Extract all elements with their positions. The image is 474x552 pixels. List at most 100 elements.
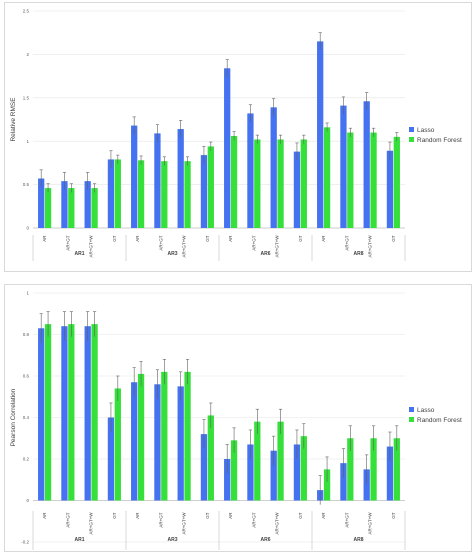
random-forest-bar: [68, 188, 75, 228]
lasso-bar: [247, 444, 254, 501]
legend-swatch: [409, 137, 414, 142]
category-label: AR: [135, 235, 140, 242]
lasso-bar: [224, 459, 231, 501]
y-tick-label: 1: [26, 139, 29, 144]
y-tick-label: 1.5: [23, 95, 30, 100]
lasso-bar: [131, 382, 138, 501]
random-forest-bar: [161, 371, 168, 501]
lasso-bar: [224, 68, 231, 229]
group-label: AR3: [167, 537, 177, 543]
group-label: AR1: [74, 251, 84, 257]
category-label: GT: [298, 512, 303, 519]
category-label: GT: [298, 235, 303, 242]
random-forest-bar: [277, 139, 284, 228]
category-label: GT: [391, 512, 396, 519]
lasso-bar: [200, 434, 208, 501]
random-forest-bar: [300, 139, 307, 228]
category-label: AR: [321, 235, 326, 242]
group-label: AR6: [260, 537, 270, 543]
category-label: AR: [135, 512, 140, 519]
category-label: GT: [112, 235, 117, 242]
lasso-bar: [154, 384, 161, 501]
category-label: AR+GT+W: [368, 512, 373, 535]
category-label: AR+GT+W: [89, 512, 94, 535]
random-forest-bar: [68, 324, 75, 501]
correlation-chart: -0.2 0 0.2 0.4 0.6 0.8 1 Pearson Correlation AR A…: [10, 291, 462, 550]
category-label: AR: [42, 235, 47, 242]
category-label: AR+GT: [251, 512, 256, 527]
random-forest-bar: [184, 371, 191, 501]
rmse-chart: 0 0.5 1 1.5 2 2.5 Relative RMSE AR AR+GT AR+GT+W G…: [10, 9, 462, 261]
category-label: AR+GT: [158, 512, 163, 527]
category-label: GT: [205, 235, 210, 242]
lasso-bar: [61, 181, 68, 228]
lasso-bar: [363, 469, 370, 501]
lasso-bar: [270, 450, 277, 501]
y-tick-label: 0.4: [23, 415, 30, 420]
category-label: AR: [228, 512, 233, 519]
lasso-bar: [247, 113, 254, 228]
y-tick-label: 0.5: [23, 182, 30, 187]
category-label: GT: [391, 235, 396, 242]
y-tick-label: 0.6: [23, 374, 30, 379]
category-label: AR+GT+W: [275, 235, 280, 258]
y-tick-label: 0.8: [23, 332, 30, 337]
legend-swatch: [409, 407, 414, 412]
lasso-bar: [200, 155, 208, 228]
category-label: AR+GT: [65, 512, 70, 527]
random-forest-bar: [230, 440, 238, 501]
category-label: AR+GT+W: [275, 512, 280, 535]
random-forest-bar: [207, 146, 214, 228]
random-forest-bar: [254, 421, 261, 501]
legend-label: Lasso: [417, 407, 435, 414]
lasso-bar: [107, 159, 115, 228]
y-axis-label: Pearson Correlation: [10, 388, 17, 446]
lasso-bar: [84, 181, 91, 228]
random-forest-bar: [230, 135, 238, 228]
random-forest-bar: [370, 132, 377, 228]
category-label: AR: [228, 235, 233, 242]
lasso-bar: [293, 444, 301, 501]
y-tick-label: 2.5: [23, 9, 30, 14]
random-forest-bar: [254, 139, 261, 228]
category-label: AR+GT: [344, 235, 349, 250]
y-tick-label: 0: [26, 498, 29, 503]
lasso-bar: [386, 446, 394, 501]
lasso-bar: [38, 328, 45, 501]
y-axis-label: Relative RMSE: [10, 97, 17, 142]
lasso-bar: [38, 178, 45, 228]
random-forest-bar: [300, 436, 307, 501]
lasso-bar: [61, 326, 68, 501]
category-label: AR+GT+W: [182, 512, 187, 535]
random-forest-bar: [277, 421, 284, 501]
category-label: AR+GT+W: [182, 235, 187, 258]
random-forest-bar: [370, 438, 377, 501]
legend-label: Lasso: [417, 127, 435, 134]
random-forest-bar: [137, 160, 145, 228]
category-label: AR+GT: [344, 512, 349, 527]
category-label: AR+GT: [251, 235, 256, 250]
random-forest-bar: [393, 438, 400, 501]
random-forest-bar: [323, 127, 331, 228]
group-label: AR1: [74, 537, 84, 543]
legend-label: Random Forest: [417, 417, 462, 424]
category-label: AR: [321, 512, 326, 519]
category-label: GT: [112, 512, 117, 519]
category-label: AR+GT+W: [368, 235, 373, 258]
lasso-bar: [293, 151, 301, 228]
lasso-bar: [363, 101, 370, 228]
correlation-chart-panel: -0.2 0 0.2 0.4 0.6 0.8 1 Pearson Correlation AR A…: [4, 284, 472, 552]
lasso-bar: [154, 133, 161, 228]
lasso-bar: [386, 150, 394, 228]
lasso-bar: [107, 417, 115, 501]
random-forest-bar: [91, 324, 98, 501]
lasso-bar: [177, 386, 184, 501]
category-label: AR+GT: [158, 235, 163, 250]
lasso-bar: [177, 129, 184, 228]
legend-swatch: [409, 127, 414, 132]
random-forest-bar: [114, 159, 121, 228]
random-forest-bar: [393, 136, 400, 228]
lasso-bar: [317, 41, 324, 228]
legend-label: Random Forest: [417, 137, 462, 144]
lasso-bar: [84, 326, 91, 501]
